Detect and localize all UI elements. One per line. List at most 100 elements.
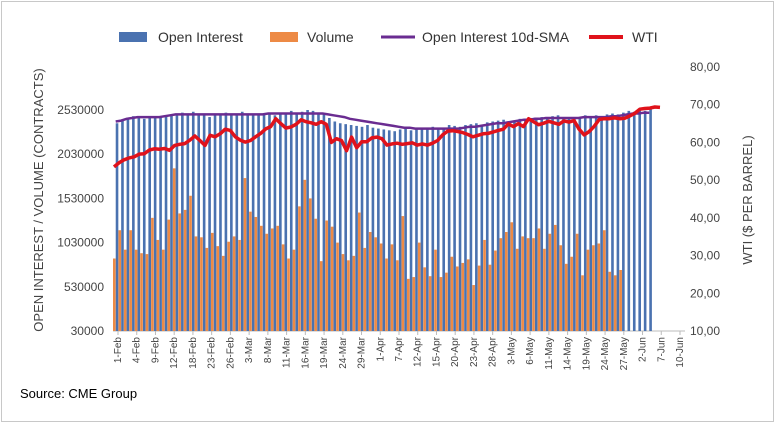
x-tick-label: 14-May: [563, 337, 574, 370]
volume-bar: [276, 225, 279, 331]
volume-bar: [412, 277, 416, 331]
open-interest-bar: [306, 110, 309, 331]
right-tick-label: 70,00: [690, 98, 720, 112]
left-tick-label: 2030000: [57, 147, 104, 161]
open-interest-bar: [469, 124, 473, 331]
open-interest-bars: [115, 108, 652, 332]
volume-bar: [423, 267, 426, 331]
volume-bar: [134, 249, 138, 331]
volume-bar: [238, 239, 241, 331]
x-tick-label: 24-Mar: [338, 336, 349, 368]
open-interest-bar: [333, 121, 337, 331]
volume-bar: [287, 258, 290, 331]
x-tick-label: 15-Apr: [431, 336, 442, 367]
open-interest-bar: [442, 127, 446, 332]
x-tick-label: 24-May: [600, 337, 611, 370]
volume-bar: [145, 254, 149, 331]
volume-bar: [613, 275, 617, 331]
volume-bar: [494, 250, 497, 331]
open-interest-bar: [240, 111, 244, 331]
open-interest-bar: [573, 117, 576, 332]
open-interest-bar: [338, 123, 342, 331]
volume-bar: [603, 230, 606, 331]
volume-bar: [211, 232, 214, 331]
open-interest-bar: [485, 122, 489, 331]
open-interest-bar: [197, 113, 201, 331]
open-interest-bar: [170, 114, 173, 331]
open-interest-bar: [638, 110, 642, 331]
open-interest-bar: [181, 112, 184, 331]
volume-bar: [526, 238, 530, 331]
volume-bar: [347, 260, 350, 331]
open-interest-bar: [322, 113, 326, 331]
open-interest-bar: [224, 112, 228, 331]
volume-bars: [113, 168, 622, 331]
x-tick-label: 6-May: [525, 337, 536, 365]
right-tick-label: 80,00: [690, 60, 720, 74]
volume-bar: [270, 228, 274, 331]
volume-bar: [390, 244, 394, 331]
volume-bar: [156, 239, 160, 331]
open-interest-bar: [583, 115, 587, 331]
volume-bar: [232, 236, 236, 331]
open-interest-bar: [159, 116, 162, 331]
volume-bar: [564, 263, 568, 331]
open-interest-bar: [529, 117, 533, 332]
volume-bar: [167, 219, 171, 331]
volume-bar: [554, 224, 557, 331]
x-tick-label: 3-Mar: [244, 336, 255, 363]
volume-bar: [445, 272, 448, 331]
open-interest-bar: [202, 114, 206, 331]
open-interest-bar: [393, 131, 397, 331]
volume-bar: [466, 259, 470, 331]
open-interest-bar: [458, 126, 462, 332]
volume-bar: [456, 266, 459, 331]
open-interest-bar: [344, 124, 348, 331]
open-interest-bar: [502, 119, 505, 331]
open-interest-bar: [578, 117, 582, 332]
left-tick-label: 530000: [64, 280, 104, 294]
open-interest-bar: [126, 117, 130, 332]
open-interest-bar: [328, 117, 331, 332]
legend-swatch: [119, 32, 147, 42]
open-interest-bar: [567, 118, 571, 331]
open-interest-bar: [153, 117, 157, 332]
open-interest-bar: [132, 116, 135, 331]
open-interest-bar: [273, 115, 277, 331]
volume-bar: [298, 206, 301, 331]
open-interest-bar: [115, 123, 119, 331]
volume-bar: [597, 243, 601, 331]
volume-bar: [281, 244, 285, 331]
x-tick-label: 8-Mar: [263, 336, 274, 363]
volume-bar: [450, 256, 454, 331]
x-tick-label: 19-Mar: [319, 336, 330, 368]
x-tick-label: 7-Apr: [394, 336, 405, 361]
open-interest-bar: [355, 125, 358, 331]
open-interest-bar: [300, 111, 304, 331]
open-interest-bar: [246, 114, 250, 331]
volume-bar: [407, 278, 410, 331]
right-tick-label: 30,00: [690, 249, 720, 263]
volume-bar: [358, 212, 361, 331]
x-tick-label: 29-Mar: [357, 336, 368, 368]
volume-bar: [608, 271, 612, 331]
volume-bar: [341, 254, 345, 331]
x-tick-label: 1-Feb: [113, 337, 124, 364]
volume-bar: [172, 168, 176, 331]
volume-bar: [461, 262, 465, 331]
volume-bar: [183, 209, 187, 331]
x-tick-label: 23-Apr: [469, 336, 480, 367]
open-interest-bar: [268, 112, 271, 331]
volume-bar: [505, 231, 508, 331]
open-interest-bar: [137, 117, 141, 332]
volume-bar: [216, 246, 220, 331]
open-interest-bar: [409, 130, 413, 331]
left-tick-label: 1530000: [57, 191, 104, 205]
open-interest-bar: [426, 129, 429, 331]
open-interest-bar: [594, 115, 598, 331]
volume-bar: [249, 211, 252, 331]
open-interest-bar: [562, 117, 565, 332]
volume-bar: [417, 242, 421, 331]
volume-bar: [363, 247, 367, 331]
